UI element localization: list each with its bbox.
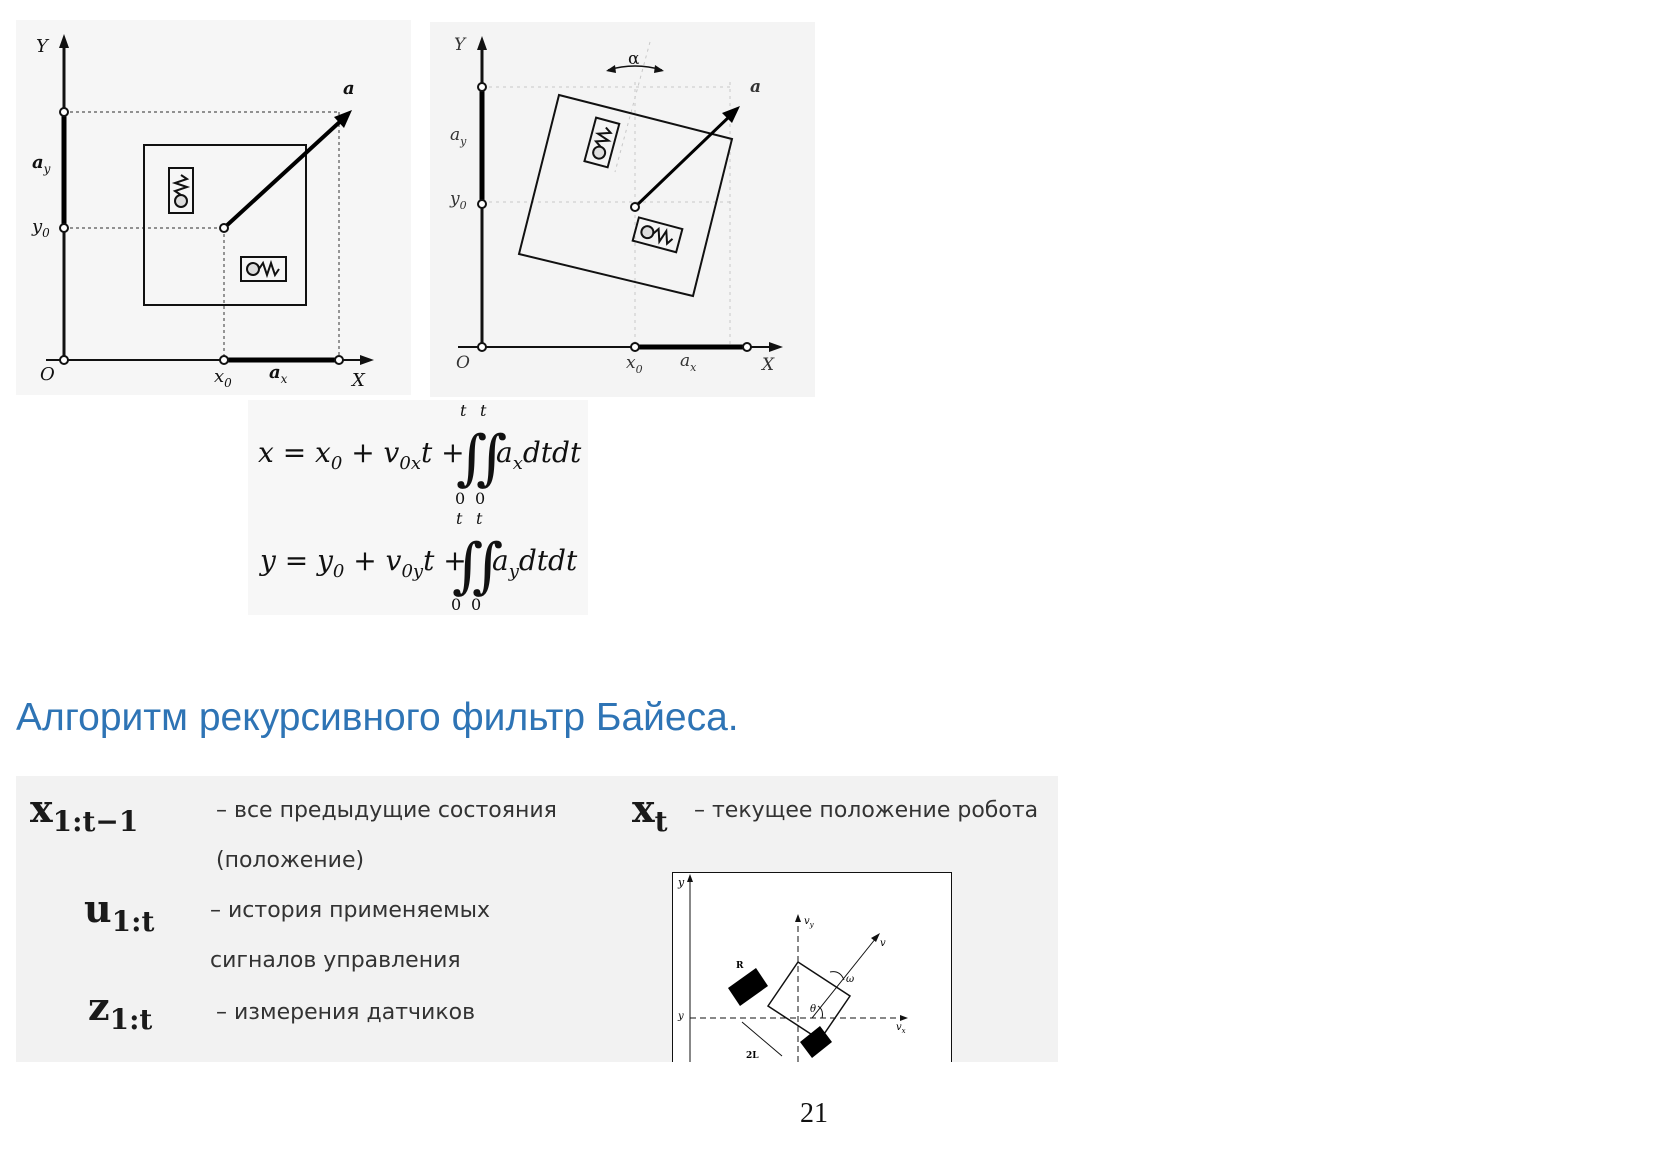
svg-text:a: a [750,77,761,97]
svg-text:R: R [736,961,744,971]
svg-text:∫: ∫ [472,531,503,601]
spring-sensor-y-icon [583,116,621,169]
page-number: 21 [800,1098,828,1129]
position-integration-equations: x = x0 + v0xt + axdtdt ∫ ∫ t t 0 0 y = y… [248,400,588,615]
svg-text:θ: θ [810,1004,816,1015]
svg-text:y0: y0 [31,216,50,240]
rotated-accelerometer-frame-diagram: α Y X O a ay y0 x0 ax [430,22,815,397]
y-axis-label: Y [36,36,50,57]
svg-text:x0: x0 [214,366,232,390]
spring-sensor-y-icon [168,167,194,214]
measurement-history-desc: – измерения датчиков [216,1000,476,1025]
equation-x: x = x0 + v0xt + [258,436,465,474]
bayes-filter-definitions: x1:t−1 – все предыдущие состояния (полож… [16,776,1058,1062]
svg-text:y: y [677,876,685,889]
state-history-desc-2: (положение) [216,848,365,873]
svg-text:ax: ax [269,362,288,386]
svg-text:0: 0 [475,489,485,508]
svg-text:vx: vx [896,1022,906,1035]
origin-label: O [40,364,55,385]
accelerometer-frame-diagram: Y X O a ay y0 x0 ax [16,20,411,395]
alpha-label: α [628,49,640,69]
svg-text:ay: ay [450,125,467,148]
svg-text:t: t [460,401,467,420]
differential-robot-diagram: y y vx vy v ω θ R 2L [672,872,952,1062]
equation-y: y = y0 + v0yt + [258,544,467,582]
svg-text:y: y [677,1011,684,1022]
control-history-symbol: u1:t [84,886,155,938]
svg-text:y0: y0 [449,189,467,212]
control-history-desc: – история применяемых [210,898,491,923]
section-heading: Алгоритм рекурсивного фильтр Байеса. [16,696,739,739]
svg-text:Y: Y [454,35,467,55]
svg-text:v: v [880,938,886,949]
svg-text:ω: ω [846,974,854,985]
svg-text:0: 0 [455,489,465,508]
control-history-desc-2: сигналов управления [210,948,461,973]
svg-text:2L: 2L [746,1051,759,1061]
svg-text:X: X [760,355,775,375]
svg-text:ax: ax [680,351,697,374]
state-history-desc: – все предыдущие состояния [216,798,557,823]
svg-text:x0: x0 [626,353,643,376]
svg-text:0: 0 [451,595,461,614]
svg-text:∫: ∫ [456,423,487,493]
svg-text:∫: ∫ [452,531,483,601]
spring-sensor-x-icon [631,216,684,254]
current-state-desc: – текущее положение робота [694,798,1039,823]
vector-label: a [343,78,355,99]
svg-text:t: t [480,401,487,420]
svg-text:0: 0 [471,595,481,614]
current-state-symbol: xt [632,786,668,838]
svg-text:t: t [476,509,483,528]
state-history-symbol: x1:t−1 [30,786,139,838]
measurement-history-symbol: z1:t [88,984,153,1036]
svg-text:vy: vy [804,916,815,929]
spring-sensor-x-icon [240,256,287,282]
svg-text:aydtdt: aydtdt [492,544,578,582]
svg-text:∫: ∫ [476,423,507,493]
x-axis-label: X [350,370,366,391]
svg-text:O: O [456,353,470,373]
svg-text:axdtdt: axdtdt [496,436,582,474]
svg-text:t: t [456,509,463,528]
svg-text:ay: ay [32,152,51,176]
